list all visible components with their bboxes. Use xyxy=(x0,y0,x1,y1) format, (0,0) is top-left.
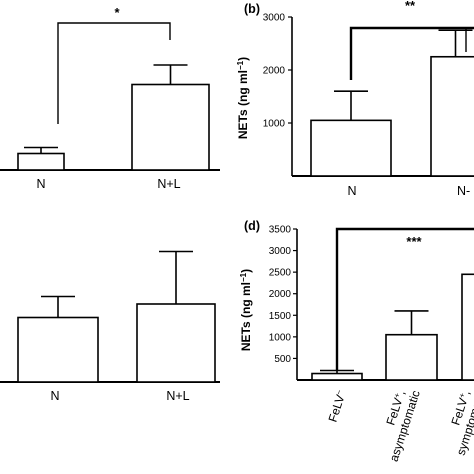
significance-marker: * xyxy=(114,5,120,20)
x-category-label: N+L xyxy=(166,389,189,403)
bar xyxy=(131,83,210,171)
panel-label: (d) xyxy=(244,219,260,233)
x-category-label: N+L xyxy=(157,177,180,191)
x-category-label: FeLV− xyxy=(325,388,349,424)
significance-marker: *** xyxy=(406,234,422,249)
bar xyxy=(17,316,99,383)
y-axis-label: NETs (ng ml−1) xyxy=(236,57,251,139)
y-tick-label: 3000 xyxy=(263,13,286,24)
bar xyxy=(385,333,438,381)
y-tick-label: 1000 xyxy=(269,332,292,343)
bar xyxy=(310,119,392,177)
panel-b-bar-chart: 1000 2000 3000(b) N N- NETs (ng ml−1) ** xyxy=(236,0,474,198)
bar xyxy=(17,152,65,171)
y-tick-label: 500 xyxy=(274,354,291,365)
y-tick-label: 2000 xyxy=(269,289,292,300)
significance-bracket xyxy=(335,227,474,370)
bar xyxy=(311,372,363,381)
y-axis-label: NETs (ng ml−1) xyxy=(239,269,254,351)
significance-marker: ** xyxy=(405,0,416,13)
bar xyxy=(430,55,474,177)
x-category-label: N xyxy=(347,184,356,198)
significance-bracket xyxy=(57,22,171,124)
y-tick-label: 2000 xyxy=(263,66,286,77)
x-category-label: N- xyxy=(457,184,470,198)
y-tick-label: 2500 xyxy=(269,268,292,279)
y-tick-label: 3500 xyxy=(269,225,292,236)
panel-c-bar-chart: N N+L xyxy=(0,250,220,403)
x-category-label: N xyxy=(50,389,59,403)
panel-label: (b) xyxy=(244,2,260,16)
bar xyxy=(461,273,474,381)
y-tick-label: 1500 xyxy=(269,311,292,322)
y-tick-label: 3000 xyxy=(269,246,292,257)
bar xyxy=(136,303,216,383)
panel-a-bar-chart: N N+L * xyxy=(0,5,220,191)
y-tick-label: 1000 xyxy=(263,119,286,130)
panel-d-bar-chart: 500 1000 1500 2000 2500 3000 3500 (d) NETs (ng m… xyxy=(239,219,474,463)
x-category-label: N xyxy=(36,177,45,191)
significance-bracket xyxy=(349,26,474,80)
